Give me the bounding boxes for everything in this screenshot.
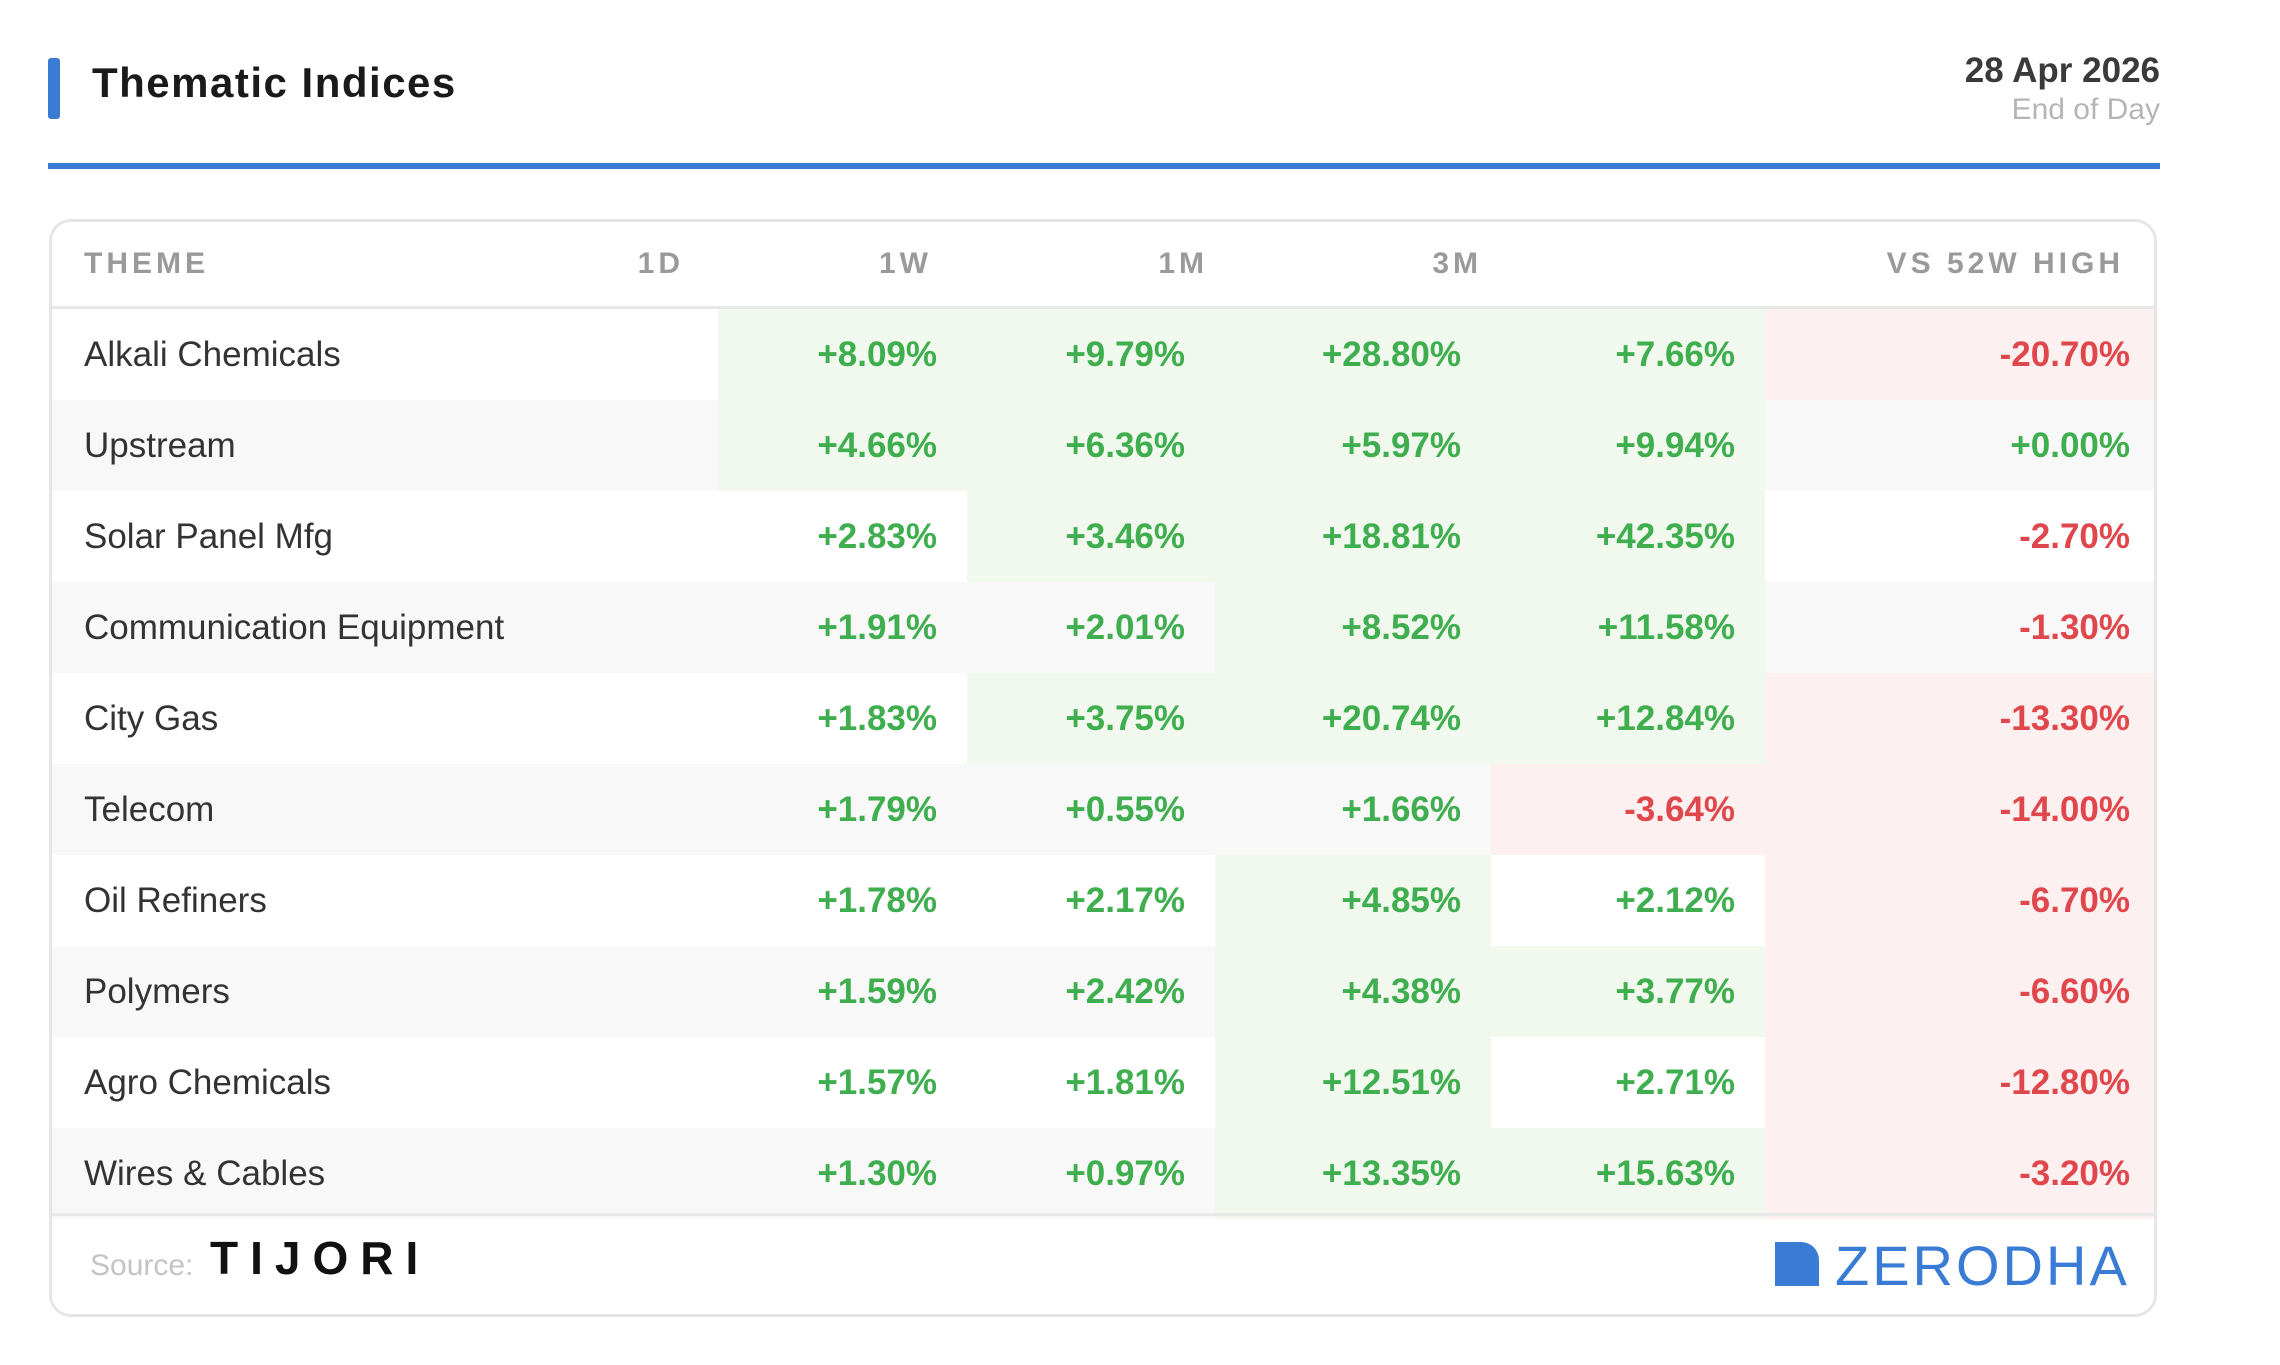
theme-cell: Upstream [52,400,718,491]
value-cell-vs-52w-high: -14.00% [1765,764,2154,855]
theme-cell: Agro Chemicals [52,1037,718,1128]
value-cell-1w: +2.01% [967,582,1215,673]
value-cell-1m: +1.66% [1215,764,1491,855]
value-cell-1w: +3.75% [967,673,1215,764]
source-brand-logo: TIJORI [210,1232,431,1284]
column-header-1d: 1D [637,247,684,280]
value-cell-vs-52w-high: -13.30% [1765,673,2154,764]
value-cell-1m: +28.80% [1215,309,1491,400]
value-cell-vs-52w-high: +0.00% [1765,400,2154,491]
value-cell-vs-52w-high: -6.70% [1765,855,2154,946]
value-cell-1d: +1.79% [718,764,967,855]
theme-cell: Alkali Chemicals [52,309,718,400]
value-cell-vs-52w-high: -6.60% [1765,946,2154,1037]
column-header-1w: 1W [879,247,932,280]
value-cell-1m: +5.97% [1215,400,1491,491]
value-cell-1d: +8.09% [718,309,967,400]
table-row: Telecom +1.79% +0.55% +1.66% -3.64% -14.00% [52,764,2154,855]
indices-table-card: THEME 1D 1W 1M 3M VS 52W HIGH Alkali Che… [49,219,2157,1317]
theme-cell: Communication Equipment [52,582,718,673]
column-header-1m: 1M [1158,247,1208,280]
table-row: City Gas +1.83% +3.75% +20.74% +12.84% -13.30… [52,673,2154,764]
page-title: Thematic Indices [92,59,457,106]
table-row: Solar Panel Mfg +2.83% +3.46% +18.81% +42.35… [52,491,2154,582]
value-cell-1m: +13.35% [1215,1128,1491,1219]
value-cell-3m: +7.66% [1491,309,1765,400]
value-cell-3m: +15.63% [1491,1128,1765,1219]
value-cell-3m: -3.64% [1491,764,1765,855]
source-label: Source: [90,1249,194,1282]
page-header: Thematic Indices 28 Apr 2026 End of Day [48,38,2160,168]
value-cell-1d: +1.30% [718,1128,967,1219]
theme-cell: Wires & Cables [52,1128,718,1219]
value-cell-3m: +2.12% [1491,855,1765,946]
value-cell-1m: +20.74% [1215,673,1491,764]
value-cell-3m: +11.58% [1491,582,1765,673]
value-cell-1d: +1.57% [718,1037,967,1128]
value-cell-1w: +9.79% [967,309,1215,400]
value-cell-3m: +3.77% [1491,946,1765,1037]
table-row: Agro Chemicals +1.57% +1.81% +12.51% +2.71% -… [52,1037,2154,1128]
table-row: Communication Equipment +1.91% +2.01% +8.52… [52,582,2154,673]
header-divider [48,163,2160,169]
value-cell-1w: +2.42% [967,946,1215,1037]
value-cell-1w: +2.17% [967,855,1215,946]
report-date: 28 Apr 2026 [1964,51,2160,90]
value-cell-1w: +3.46% [967,491,1215,582]
table-row: Oil Refiners +1.78% +2.17% +4.85% +2.12% -6.7… [52,855,2154,946]
table-header: THEME 1D 1W 1M 3M VS 52W HIGH [52,222,2154,309]
zerodha-logo-icon [1775,1242,1819,1286]
value-cell-3m: +42.35% [1491,491,1765,582]
theme-cell: Polymers [52,946,718,1037]
value-cell-1d: +1.59% [718,946,967,1037]
zerodha-wordmark: ZERODHA [1835,1234,2130,1297]
value-cell-1m: +18.81% [1215,491,1491,582]
theme-cell: Oil Refiners [52,855,718,946]
title-accent-bar [48,58,60,119]
value-cell-1w: +0.55% [967,764,1215,855]
zerodha-logo: ZERODHA [1775,1238,2127,1294]
report-subtitle: End of Day [2011,93,2160,126]
table-row: Alkali Chemicals +8.09% +9.79% +28.80% +7.66… [52,309,2154,400]
value-cell-vs-52w-high: -20.70% [1765,309,2154,400]
value-cell-3m: +12.84% [1491,673,1765,764]
value-cell-3m: +9.94% [1491,400,1765,491]
value-cell-1w: +0.97% [967,1128,1215,1219]
theme-cell: Telecom [52,764,718,855]
column-header-3m: 3M [1432,247,1482,280]
value-cell-vs-52w-high: -12.80% [1765,1037,2154,1128]
date-block: 28 Apr 2026 End of Day [1965,50,2160,128]
column-header-vs-52w-high: VS 52W HIGH [1886,247,2124,280]
value-cell-1m: +12.51% [1215,1037,1491,1128]
table-row: Wires & Cables +1.30% +0.97% +13.35% +15.63%… [52,1128,2154,1219]
value-cell-vs-52w-high: -2.70% [1765,491,2154,582]
value-cell-1d: +2.83% [718,491,967,582]
table-row: Polymers +1.59% +2.42% +4.38% +3.77% -6.60% [52,946,2154,1037]
value-cell-1m: +8.52% [1215,582,1491,673]
value-cell-1w: +6.36% [967,400,1215,491]
value-cell-3m: +2.71% [1491,1037,1765,1128]
value-cell-1d: +1.91% [718,582,967,673]
value-cell-1d: +1.83% [718,673,967,764]
table-footer: Source: TIJORI ZERODHA [52,1213,2154,1314]
value-cell-vs-52w-high: -1.30% [1765,582,2154,673]
value-cell-1w: +1.81% [967,1037,1215,1128]
value-cell-1m: +4.38% [1215,946,1491,1037]
value-cell-1d: +1.78% [718,855,967,946]
table-row: Upstream +4.66% +6.36% +5.97% +9.94% +0.00% [52,400,2154,491]
value-cell-vs-52w-high: -3.20% [1765,1128,2154,1219]
theme-cell: Solar Panel Mfg [52,491,718,582]
value-cell-1d: +4.66% [718,400,967,491]
value-cell-1m: +4.85% [1215,855,1491,946]
theme-cell: City Gas [52,673,718,764]
column-header-theme: THEME [84,247,209,280]
